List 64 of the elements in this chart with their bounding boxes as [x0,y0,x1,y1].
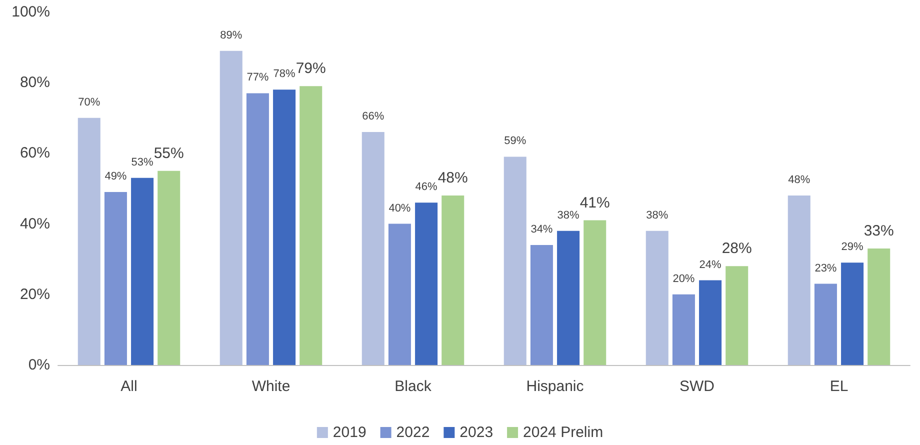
x-tick-label: EL [830,378,848,395]
data-label: 38% [557,209,580,222]
bar [672,294,695,365]
x-tick-label: All [120,378,138,395]
bar [78,118,100,365]
legend-label: 2019 [332,424,366,441]
bar [530,244,553,365]
bar [726,266,748,365]
data-label: 89% [220,29,242,42]
bar [557,230,580,365]
bar [415,202,438,365]
data-label: 34% [530,223,553,236]
y-tick-label: 100% [12,4,50,20]
y-tick-label: 60% [20,144,50,162]
y-tick-label: 40% [20,215,50,232]
bar [388,224,411,365]
x-tick-label: White [252,378,290,395]
bar [646,230,668,365]
bar [158,170,180,365]
legend-label: 2022 [396,424,430,441]
x-tick-label: SWD [680,378,715,395]
bar [220,50,242,365]
data-label: 66% [362,110,384,123]
bar [814,284,837,365]
data-label: 53% [131,156,154,168]
data-label: 78% [273,68,296,80]
bar [699,280,722,365]
y-tick-label: 0% [28,356,50,374]
legend-label: 2023 [460,424,494,441]
data-label: 79% [296,60,326,78]
y-tick-label: 20% [20,286,50,303]
data-label: 41% [580,194,610,212]
bar [362,132,384,365]
y-tick-label: 80% [20,74,50,92]
data-label: 48% [438,170,468,187]
bar [788,196,810,365]
x-tick-label: Hispanic [526,378,584,395]
x-tick-label: Black [394,378,432,395]
bar [868,248,890,365]
data-label: 29% [841,241,864,254]
data-label: 49% [104,170,127,183]
bar [584,220,606,365]
bar [246,93,269,365]
data-label: 59% [504,135,526,148]
data-label: 28% [722,240,752,258]
data-label: 23% [814,262,837,274]
data-label: 77% [246,72,269,84]
legend-label: 2024 Prelim [523,424,604,441]
data-label: 20% [672,272,695,285]
bar [841,262,864,365]
data-label: 40% [388,202,411,214]
data-label: 38% [646,209,668,222]
bar [300,86,322,365]
data-label: 33% [864,222,894,240]
bar [442,196,464,365]
data-label: 24% [699,258,722,271]
bar [504,156,526,365]
data-label: 55% [154,144,184,162]
bar [273,90,296,365]
data-label: 48% [788,174,810,186]
bar [104,192,127,365]
bar [131,178,154,365]
data-label: 70% [78,96,100,108]
data-label: 46% [415,181,438,194]
